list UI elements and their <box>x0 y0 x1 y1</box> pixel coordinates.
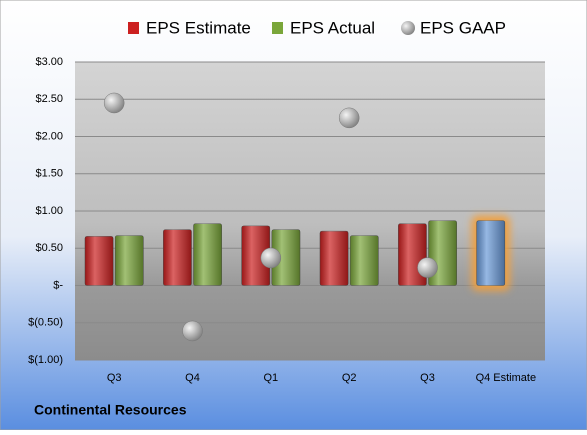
x-tick-label: Q4 <box>185 372 200 384</box>
y-tick-label: $0.50 <box>35 242 63 254</box>
x-tick-label: Q2 <box>342 372 357 384</box>
bar-shine <box>115 235 144 286</box>
gaap-point <box>417 257 438 278</box>
y-tick-label: $(0.50) <box>28 317 63 329</box>
legend-label: EPS Actual <box>290 18 375 37</box>
gaap-point <box>338 107 360 129</box>
y-tick-label: $(1.00) <box>28 354 63 366</box>
bar-shine <box>319 231 349 286</box>
y-tick-label: $- <box>53 279 63 291</box>
bar-shine <box>241 225 270 286</box>
x-tick-label: Q1 <box>263 372 278 384</box>
bar-shine <box>476 220 505 286</box>
x-tick-label: Q3 <box>420 372 435 384</box>
gaap-point <box>182 320 203 342</box>
gaap-point <box>260 247 282 269</box>
y-tick-label: $2.50 <box>35 93 63 105</box>
legend-marker <box>401 21 415 35</box>
bar-shine <box>193 223 222 286</box>
x-tick-label: Q3 <box>107 372 122 384</box>
y-tick-label: $3.00 <box>35 56 63 68</box>
legend-label: EPS Estimate <box>146 18 251 37</box>
y-tick-label: $2.00 <box>35 130 63 142</box>
bar-shine <box>84 236 114 286</box>
chart-title: Continental Resources <box>34 402 187 418</box>
gaap-point <box>103 92 125 114</box>
legend-marker <box>128 22 139 34</box>
bar-shine <box>271 229 301 286</box>
legend-label: EPS GAAP <box>420 18 506 37</box>
x-tick-label: Q4 Estimate <box>476 372 537 384</box>
bar-shine <box>350 235 379 286</box>
y-tick-label: $1.00 <box>35 205 63 217</box>
legend-marker <box>272 22 283 34</box>
y-tick-label: $1.50 <box>35 168 63 180</box>
bar-shine <box>163 229 192 286</box>
